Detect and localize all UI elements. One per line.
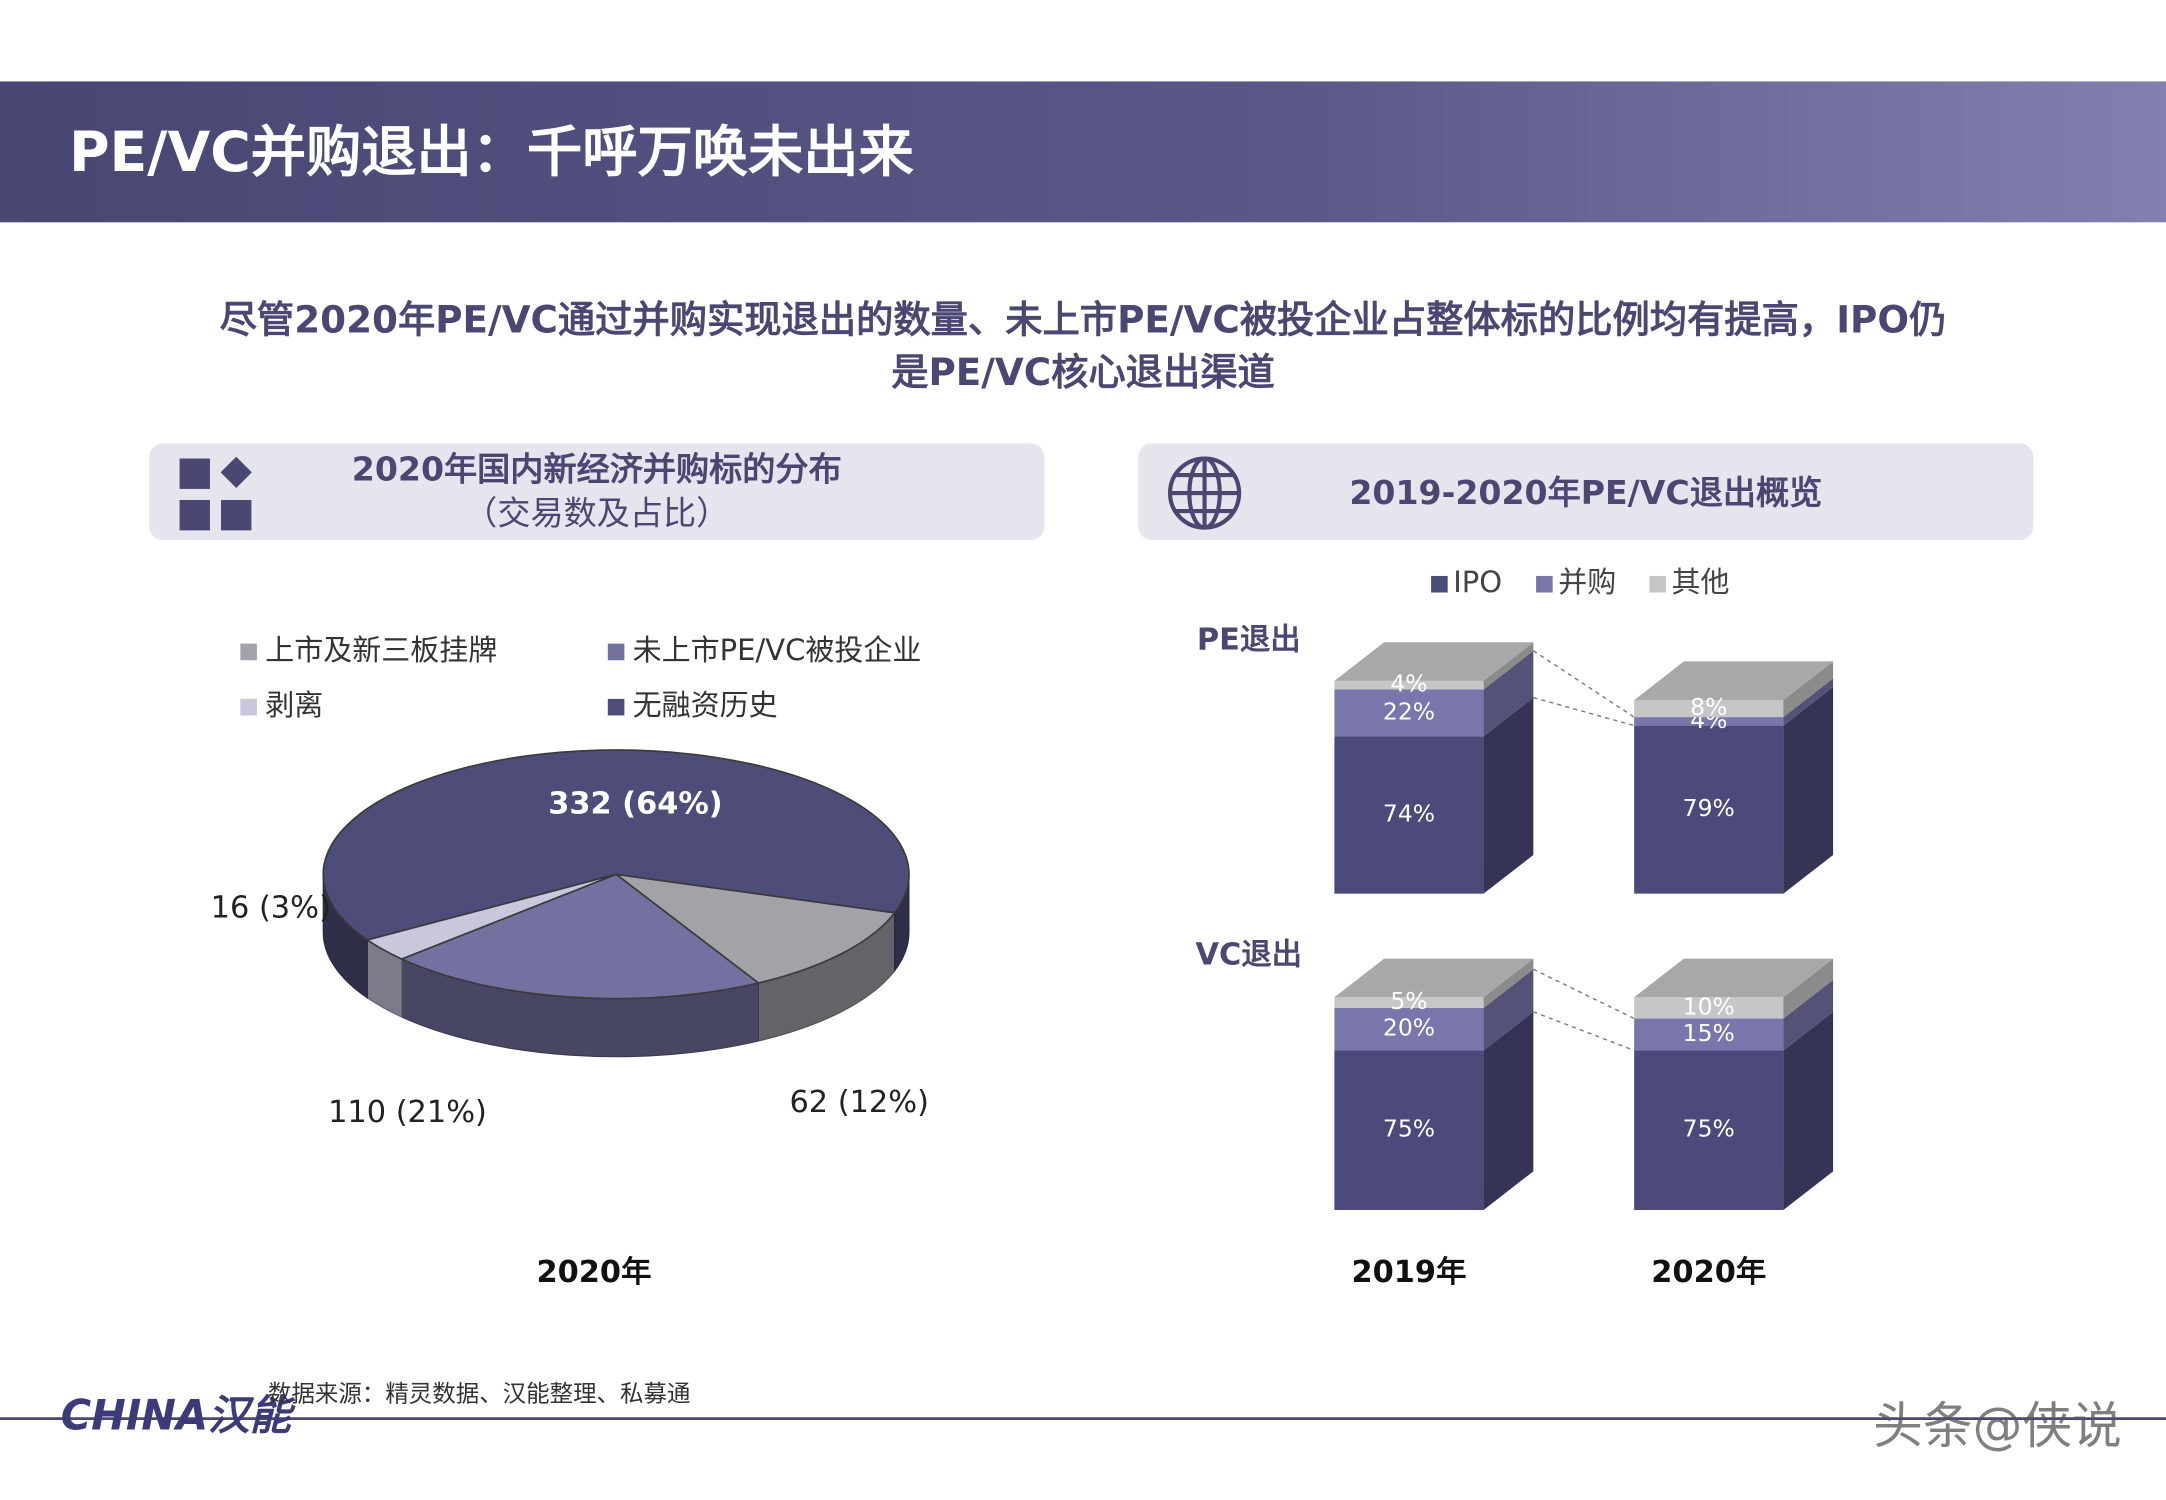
- subtitle: 尽管2020年PE/VC通过并购实现退出的数量、未上市PE/VC被投企业占整体标…: [220, 297, 1947, 341]
- value-label: 22%: [1383, 697, 1435, 725]
- bar-side: [1483, 650, 1534, 737]
- value-label: 75%: [1683, 1115, 1735, 1143]
- legend-swatch: [1536, 575, 1553, 593]
- value-label: 5%: [1390, 987, 1427, 1015]
- icon: [221, 499, 252, 531]
- bar-segment: [1334, 689, 1484, 737]
- bar-segment: [1334, 680, 1484, 690]
- bar-side: [1783, 661, 1834, 718]
- x-label: 2020年: [537, 1255, 652, 1290]
- connector: [1532, 650, 1635, 718]
- bar-side: [1783, 1011, 1834, 1210]
- value-label: 74%: [1383, 799, 1435, 827]
- panel-header: [1138, 443, 2034, 541]
- legend-label: 剥离: [265, 688, 323, 722]
- value-label: 20%: [1383, 1014, 1435, 1042]
- panel-label: VC退出: [1195, 937, 1302, 972]
- panel-title: 2020年国内新经济并购标的分布: [352, 449, 842, 488]
- panel-title: 2019-2020年PE/VC退出概览: [1349, 473, 1822, 512]
- value-label: 62 (12%): [789, 1085, 929, 1120]
- value-label: 4%: [1390, 670, 1427, 698]
- panel-title: （交易数及占比）: [464, 494, 729, 533]
- bar-segment: [1634, 725, 1784, 894]
- value-label: 110 (21%): [328, 1095, 487, 1130]
- legend-swatch: [240, 643, 257, 661]
- header-band: [0, 81, 2166, 223]
- legend-swatch: [607, 698, 625, 716]
- legend-swatch: [1649, 575, 1666, 593]
- value-label: 79%: [1683, 794, 1735, 822]
- bar-segment: [1634, 1050, 1784, 1210]
- pie-slice: [399, 873, 761, 1000]
- legend-swatch: [607, 643, 625, 661]
- legend-swatch: [240, 698, 257, 716]
- bar-top: [1334, 642, 1534, 681]
- panel-header: [149, 443, 1045, 541]
- legend-swatch: [1431, 575, 1448, 593]
- legend-label: 其他: [1671, 565, 1729, 599]
- legend-label: 未上市PE/VC被投企业: [633, 633, 922, 667]
- watermark: 头条@侠说: [1873, 1397, 2122, 1455]
- value-label: 16 (3%): [211, 890, 331, 925]
- pie-slice: [613, 873, 897, 984]
- pie-slice: [322, 749, 910, 941]
- value-label: 15%: [1683, 1019, 1735, 1047]
- value-label: 8%: [1690, 693, 1727, 721]
- x-tick-label: 2020年: [1651, 1255, 1766, 1290]
- header-title: PE/VC并购退出：千呼万唤未出来: [69, 121, 914, 185]
- bar-side: [1783, 979, 1834, 1051]
- bar-segment: [1334, 997, 1484, 1008]
- bar-segment: [1634, 997, 1784, 1019]
- x-tick-label: 2019年: [1352, 1255, 1467, 1290]
- panel-label: PE退出: [1197, 622, 1301, 657]
- value-label: 332 (64%): [548, 787, 722, 822]
- bar-top: [1334, 958, 1534, 998]
- bar-segment: [1634, 700, 1784, 718]
- connector: [1533, 968, 1635, 1020]
- bar-side: [1483, 1011, 1534, 1210]
- legend-label: 并购: [1558, 565, 1616, 599]
- bar-side: [1483, 697, 1534, 894]
- bar-side: [1483, 642, 1534, 690]
- bar-side: [1783, 686, 1834, 894]
- logo: CHINA汉能: [61, 1392, 297, 1440]
- value-label: 10%: [1683, 992, 1735, 1020]
- value-label: 75%: [1383, 1115, 1435, 1143]
- bar-segment: [1334, 1050, 1484, 1210]
- globe-icon: [1167, 456, 1242, 530]
- icon: [179, 499, 210, 531]
- bar-side: [1783, 958, 1834, 1019]
- subtitle: 是PE/VC核心退出渠道: [891, 350, 1275, 394]
- bar-side: [1483, 969, 1534, 1051]
- bar-segment: [1334, 1007, 1484, 1051]
- bar-segment: [1634, 1018, 1784, 1051]
- legend-label: IPO: [1453, 565, 1502, 599]
- connector: [1533, 1011, 1635, 1052]
- legend-label: 无融资历史: [633, 688, 778, 722]
- icon: [179, 458, 210, 489]
- bar-segment: [1634, 717, 1784, 726]
- source: 数据来源：精灵数据、汉能整理、私募通: [268, 1380, 690, 1408]
- bar-side: [1483, 958, 1534, 1008]
- bar-top: [1634, 958, 1834, 998]
- legend-label: 上市及新三板挂牌: [265, 633, 497, 667]
- bar-side: [1783, 678, 1834, 726]
- bar-top: [1634, 661, 1834, 701]
- connector: [1533, 696, 1635, 727]
- bar-segment: [1334, 736, 1484, 894]
